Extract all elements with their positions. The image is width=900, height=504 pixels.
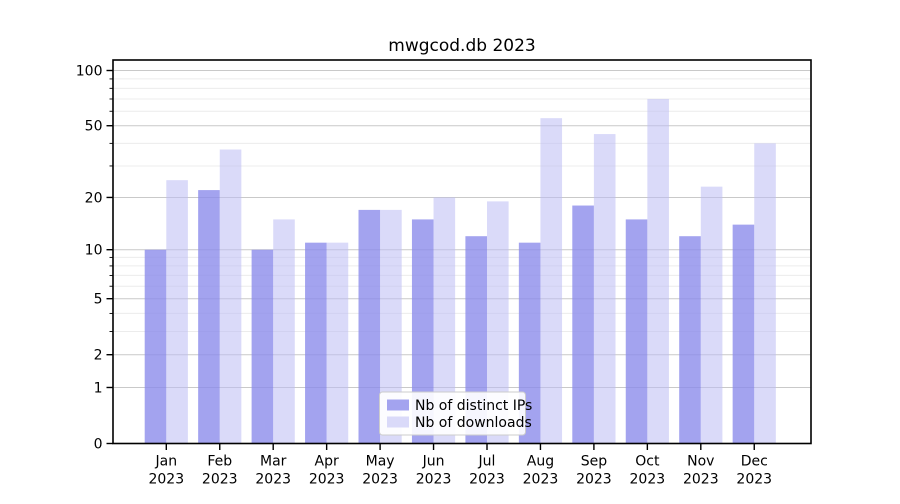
x-tick-label-month: Aug — [527, 454, 554, 470]
bar-downloads-jan — [166, 180, 188, 444]
y-tick-label: 2 — [94, 348, 103, 364]
legend: Nb of distinct IPs Nb of downloads — [379, 391, 532, 436]
x-tick-label-year: 2023 — [576, 472, 612, 488]
bar-downloads-aug — [540, 118, 563, 444]
bar-downloads-oct — [647, 98, 669, 444]
legend-box — [379, 391, 526, 436]
x-tick-label-month: Dec — [741, 454, 768, 470]
bar-ips-apr — [305, 242, 327, 444]
x-axis-ticks: Jan 2023 Feb 2023 Mar 2023 Apr 2023 May 2023 Jun 20… — [148, 443, 772, 488]
x-tick-label-year: 2023 — [202, 472, 238, 488]
bar-ips-jun — [411, 219, 434, 444]
x-tick-label-month: Nov — [687, 454, 714, 470]
legend-swatch-downloads — [387, 416, 409, 428]
bar-ips-mar — [251, 249, 274, 444]
legend-swatch-distinct-ips — [387, 399, 409, 411]
y-tick-label: 100 — [76, 64, 103, 80]
y-tick-label: 50 — [85, 119, 103, 135]
chart-title: mwgcod.db 2023 — [388, 36, 535, 56]
bar-downloads-dec — [754, 143, 776, 444]
bars-group — [144, 98, 776, 444]
x-tick-label-month: Jul — [478, 454, 496, 470]
bar-ips-dec — [732, 224, 755, 444]
x-tick-label-year: 2023 — [630, 472, 666, 488]
bar-ips-oct — [625, 219, 648, 444]
bar-downloads-jun — [433, 197, 456, 444]
x-tick-label-month: Oct — [635, 454, 660, 470]
bar-downloads-apr — [326, 242, 349, 444]
y-tick-label: 5 — [94, 292, 103, 308]
y-axis-ticks: 0 1 2 5 10 20 50 100 — [76, 64, 113, 453]
x-tick-label-year: 2023 — [683, 472, 719, 488]
bar-downloads-may — [380, 209, 402, 444]
bar-downloads-nov — [700, 186, 723, 444]
bar-downloads-jul — [487, 201, 509, 444]
legend-label-downloads: Nb of downloads — [415, 415, 532, 431]
legend-label-distinct-ips: Nb of distinct IPs — [415, 398, 532, 414]
x-tick-label-year: 2023 — [148, 472, 184, 488]
x-tick-label-month: Jun — [422, 454, 445, 470]
bar-ips-nov — [679, 236, 701, 444]
plot-border — [112, 59, 812, 445]
y-tick-label: 20 — [85, 190, 103, 206]
x-tick-label-year: 2023 — [736, 472, 772, 488]
x-tick-label-month: Mar — [260, 454, 287, 470]
x-tick-label-year: 2023 — [255, 472, 291, 488]
x-tick-label-year: 2023 — [469, 472, 505, 488]
x-tick-label-month: Feb — [207, 454, 232, 470]
bar-ips-jan — [144, 249, 167, 444]
x-tick-label-year: 2023 — [523, 472, 559, 488]
x-tick-label-year: 2023 — [362, 472, 398, 488]
bar-ips-may — [358, 209, 381, 444]
y-tick-label: 1 — [94, 380, 103, 396]
bar-downloads-feb — [219, 149, 242, 444]
x-tick-label-year: 2023 — [416, 472, 452, 488]
x-tick-label-year: 2023 — [309, 472, 345, 488]
bar-ips-feb — [198, 190, 220, 444]
x-tick-label-month: May — [366, 454, 395, 470]
x-tick-label-month: Apr — [315, 454, 339, 470]
x-tick-label-month: Sep — [581, 454, 608, 470]
x-tick-label-month: Jan — [155, 454, 178, 470]
bar-downloads-mar — [273, 219, 295, 444]
y-tick-label: 10 — [85, 243, 103, 259]
bar-downloads-sep — [593, 134, 616, 444]
bar-ips-sep — [572, 205, 594, 444]
y-tick-label: 0 — [94, 437, 103, 453]
